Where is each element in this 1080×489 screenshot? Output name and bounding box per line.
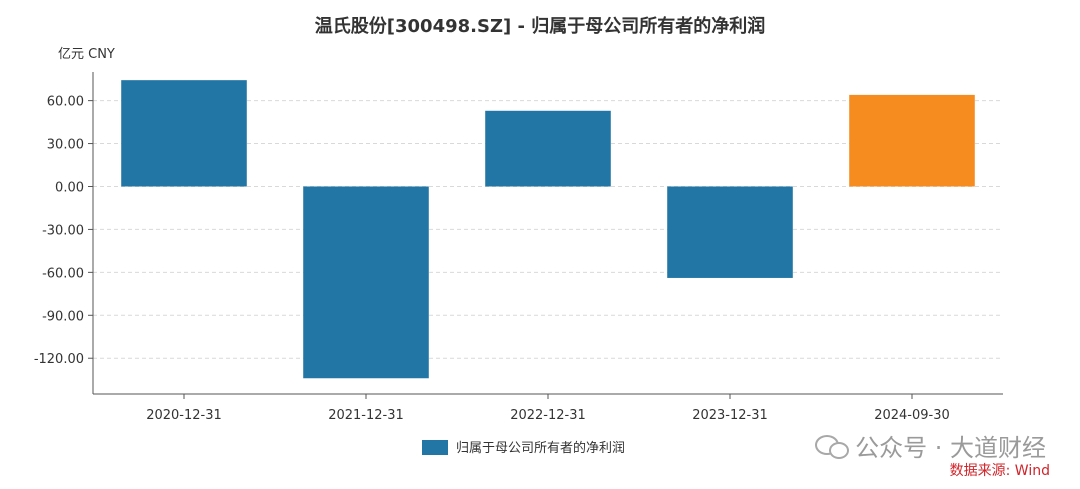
y-tick-label: -120.00 xyxy=(34,352,84,367)
watermark: 公众号 · 大道财经 xyxy=(815,428,1046,463)
y-tick-label: -30.00 xyxy=(42,223,84,238)
chart-title: 温氏股份[300498.SZ] - 归属于母公司所有者的净利润 xyxy=(315,15,765,37)
watermark-text: 公众号 · 大道财经 xyxy=(855,434,1046,462)
y-tick-label: 30.00 xyxy=(47,138,84,153)
y-axis-unit: 亿元 CNY xyxy=(58,47,115,62)
bar-2023-12-31 xyxy=(667,186,793,278)
x-ticks: 2020-12-31 2021-12-31 2022-12-31 2023-12-31… xyxy=(146,394,950,423)
y-tick-label: -90.00 xyxy=(42,309,84,324)
wechat-icon xyxy=(815,433,850,459)
legend: 归属于母公司所有者的净利润 xyxy=(422,440,625,456)
y-tick-label: 60.00 xyxy=(47,95,84,110)
x-tick-label: 2024-09-30 xyxy=(874,408,950,423)
bars xyxy=(121,80,975,379)
data-source: 数据来源: Wind xyxy=(949,463,1050,479)
bar-2022-12-31 xyxy=(485,110,611,187)
x-tick-label: 2020-12-31 xyxy=(146,408,222,423)
x-tick-label: 2022-12-31 xyxy=(510,408,586,423)
y-ticks: 60.00 30.00 0.00 -30.00 -60.00 -90.00 -120.00 xyxy=(34,95,93,367)
bar-2021-12-31 xyxy=(303,186,429,379)
y-tick-label: 0.00 xyxy=(55,180,84,195)
bar-2024-09-30 xyxy=(849,94,975,187)
x-tick-label: 2023-12-31 xyxy=(692,408,768,423)
y-tick-label: -60.00 xyxy=(42,266,84,281)
legend-label: 归属于母公司所有者的净利润 xyxy=(456,440,625,456)
legend-swatch xyxy=(422,440,448,455)
x-tick-label: 2021-12-31 xyxy=(328,408,404,423)
bar-2020-12-31 xyxy=(121,80,247,187)
